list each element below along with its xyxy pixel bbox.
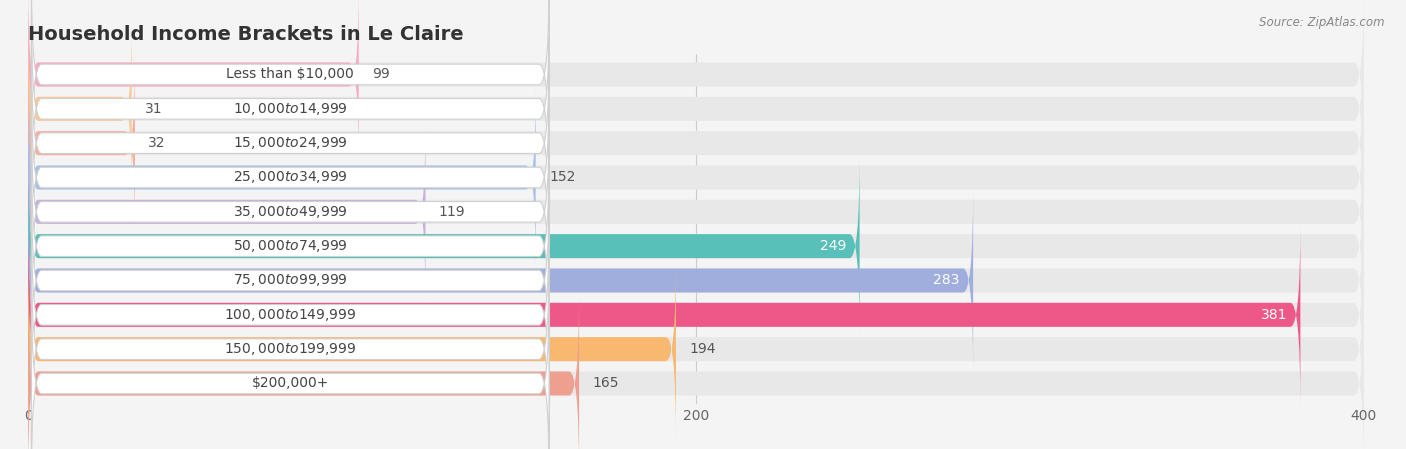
FancyBboxPatch shape [31,85,548,270]
FancyBboxPatch shape [28,0,1364,166]
Text: 381: 381 [1261,308,1286,322]
Text: $15,000 to $24,999: $15,000 to $24,999 [233,135,347,151]
FancyBboxPatch shape [28,121,1364,303]
FancyBboxPatch shape [28,52,135,234]
FancyBboxPatch shape [31,256,548,442]
Text: Less than $10,000: Less than $10,000 [226,67,354,81]
FancyBboxPatch shape [28,189,973,371]
Text: $200,000+: $200,000+ [252,377,329,391]
FancyBboxPatch shape [28,258,1364,440]
Text: 283: 283 [934,273,960,287]
FancyBboxPatch shape [28,258,676,440]
Text: Source: ZipAtlas.com: Source: ZipAtlas.com [1260,16,1385,29]
Text: 249: 249 [820,239,846,253]
FancyBboxPatch shape [31,50,548,236]
Text: $50,000 to $74,999: $50,000 to $74,999 [233,238,347,254]
FancyBboxPatch shape [28,87,536,269]
FancyBboxPatch shape [28,155,859,337]
FancyBboxPatch shape [31,188,548,373]
FancyBboxPatch shape [28,18,132,200]
Text: 99: 99 [373,67,389,81]
FancyBboxPatch shape [31,0,548,167]
Text: 31: 31 [145,102,163,116]
Text: $25,000 to $34,999: $25,000 to $34,999 [233,169,347,185]
FancyBboxPatch shape [28,87,1364,269]
Text: 165: 165 [592,377,619,391]
FancyBboxPatch shape [28,224,1301,406]
Text: $75,000 to $99,999: $75,000 to $99,999 [233,273,347,289]
Text: 119: 119 [439,205,465,219]
FancyBboxPatch shape [31,16,548,202]
Text: 194: 194 [689,342,716,356]
FancyBboxPatch shape [28,292,579,449]
FancyBboxPatch shape [28,121,426,303]
FancyBboxPatch shape [31,222,548,408]
Text: $100,000 to $149,999: $100,000 to $149,999 [224,307,357,323]
FancyBboxPatch shape [31,154,548,339]
FancyBboxPatch shape [28,18,1364,200]
FancyBboxPatch shape [31,119,548,304]
FancyBboxPatch shape [28,155,1364,337]
Text: $150,000 to $199,999: $150,000 to $199,999 [224,341,357,357]
Text: 152: 152 [548,171,575,185]
FancyBboxPatch shape [28,224,1364,406]
FancyBboxPatch shape [28,292,1364,449]
FancyBboxPatch shape [31,291,548,449]
FancyBboxPatch shape [28,189,1364,371]
FancyBboxPatch shape [28,52,1364,234]
Text: 32: 32 [149,136,166,150]
Text: Household Income Brackets in Le Claire: Household Income Brackets in Le Claire [28,25,464,44]
Text: $35,000 to $49,999: $35,000 to $49,999 [233,204,347,220]
FancyBboxPatch shape [28,0,359,166]
Text: $10,000 to $14,999: $10,000 to $14,999 [233,101,347,117]
